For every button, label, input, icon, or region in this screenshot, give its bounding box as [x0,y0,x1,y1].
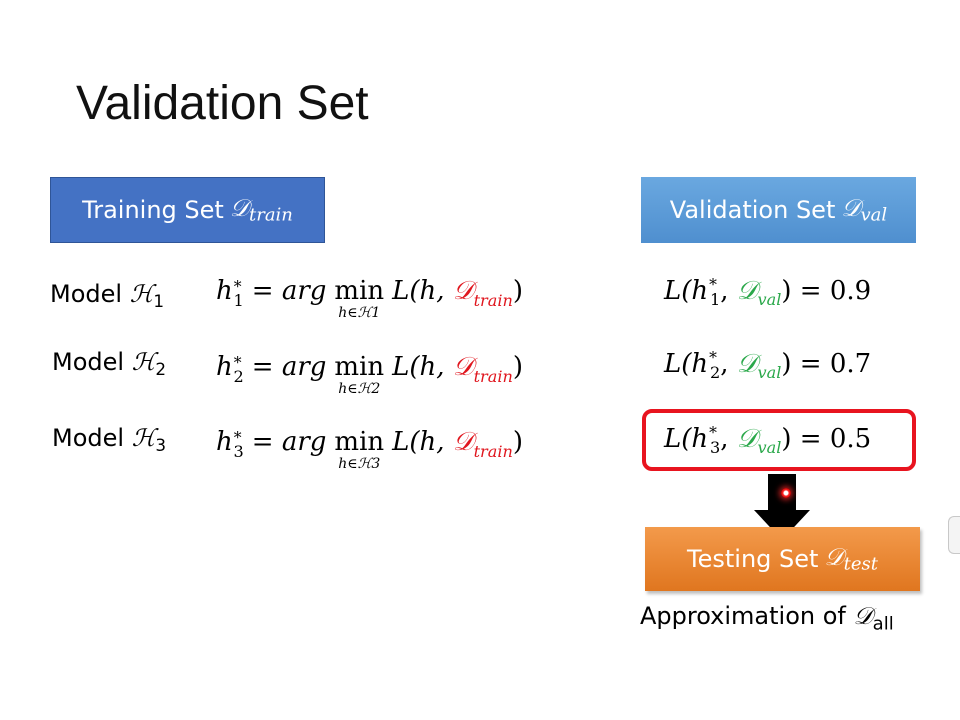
training-set-label: Training Set [82,196,224,224]
model-label-2: Model ℋ2 [52,348,167,380]
validation-set-label: Validation Set [669,196,836,224]
testing-set-symbol: 𝒟test [824,543,878,575]
val-loss-3: L(h*3, 𝒟val) = 0.5 [664,423,872,457]
val-loss-2: L(h*2, 𝒟val) = 0.7 [664,348,872,382]
down-arrow-icon [754,474,810,540]
testing-set-box: Testing Set 𝒟test [645,527,920,591]
val-loss-value-2: 0.7 [829,349,872,379]
model-label-1: Model ℋ1 [50,280,165,312]
val-loss-1: L(h*1, 𝒟val) = 0.9 [664,275,872,309]
validation-set-symbol: 𝒟val [841,194,888,226]
val-loss-value-1: 0.9 [829,276,872,306]
testing-set-label: Testing Set [687,545,819,573]
argmin-equation-1: h*1 = arg min h∈ℋ1 L(h, 𝒟train) [216,276,524,321]
argmin-equation-2: h*2 = arg min h∈ℋ2 L(h, 𝒟train) [216,352,524,397]
argmin-equation-3: h*3 = arg min h∈ℋ3 L(h, 𝒟train) [216,427,524,472]
laser-pointer [781,488,791,498]
training-set-symbol: 𝒟train [229,194,293,226]
best-model-highlight [642,409,916,471]
approximation-caption: Approximation of 𝒟all [640,602,894,635]
training-set-box: Training Set 𝒟train [50,177,325,243]
slide-title: Validation Set [76,77,369,130]
model-label-3: Model ℋ3 [52,424,167,456]
validation-set-box: Validation Set 𝒟val [641,177,916,243]
val-loss-value-3: 0.5 [829,424,872,454]
side-panel-tab[interactable] [948,516,960,554]
